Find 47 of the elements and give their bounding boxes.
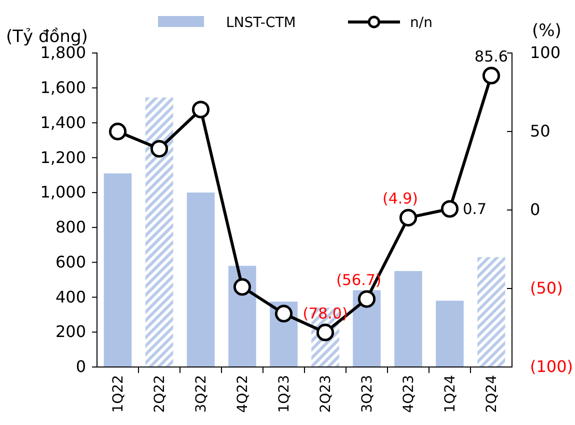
x-tick-label: 2Q22	[152, 375, 168, 413]
x-tick-label: 1Q22	[110, 375, 127, 413]
y2-tick-label: 0	[530, 200, 540, 220]
x-tick-label: 4Q22	[235, 375, 252, 413]
y-tick-label: 800	[55, 218, 86, 237]
y-axis-title: (Tỷ đồng)	[6, 27, 88, 47]
point	[274, 304, 293, 322]
point	[482, 66, 500, 84]
bar	[104, 173, 132, 367]
data-label: (4.9)	[382, 190, 418, 208]
y-tick-label: 0	[76, 357, 86, 376]
y2-tick-label: (100)	[530, 357, 574, 376]
point	[399, 208, 418, 226]
legend-label: LNST-CTM	[226, 15, 296, 31]
x-tick-label: 1Q23	[276, 375, 293, 413]
x-tick-label: 2Q24	[484, 374, 500, 413]
y2-axis-title: (%)	[532, 21, 562, 41]
point	[440, 200, 459, 218]
point	[108, 122, 127, 140]
bar	[436, 300, 464, 367]
data-label: (78.0)	[302, 304, 348, 322]
y2-tick-label: 100	[530, 43, 561, 62]
y-tick-label: 200	[55, 322, 86, 342]
x-tick-label: 3Q23	[360, 375, 376, 413]
point	[192, 100, 210, 118]
point	[150, 140, 168, 158]
y-tick-label: 1,600	[40, 78, 86, 98]
bar	[186, 192, 215, 367]
x-tick-label: 4Q23	[401, 375, 418, 413]
point	[358, 290, 376, 308]
x-tick-label: 1Q24	[442, 374, 459, 413]
y-tick-label: 1,200	[40, 148, 86, 167]
y-tick-label: 400	[55, 287, 86, 306]
y-tick-label: 600	[55, 252, 86, 272]
y-tick-label: 1,000	[40, 182, 86, 202]
x-tick-label: 3Q22	[194, 375, 210, 413]
x-tick-label: 2Q23	[318, 375, 334, 413]
y2-tick-label: 50	[530, 122, 550, 141]
bar	[145, 97, 174, 367]
bar	[477, 257, 506, 367]
bar	[394, 271, 422, 367]
point	[233, 278, 252, 296]
y-tick-label: 1,400	[40, 112, 86, 132]
legend-label: n/n	[410, 15, 432, 31]
data-label: 85.6	[474, 48, 508, 66]
data-label: 0.7	[462, 200, 487, 218]
y2-tick-label: (50)	[530, 278, 563, 298]
